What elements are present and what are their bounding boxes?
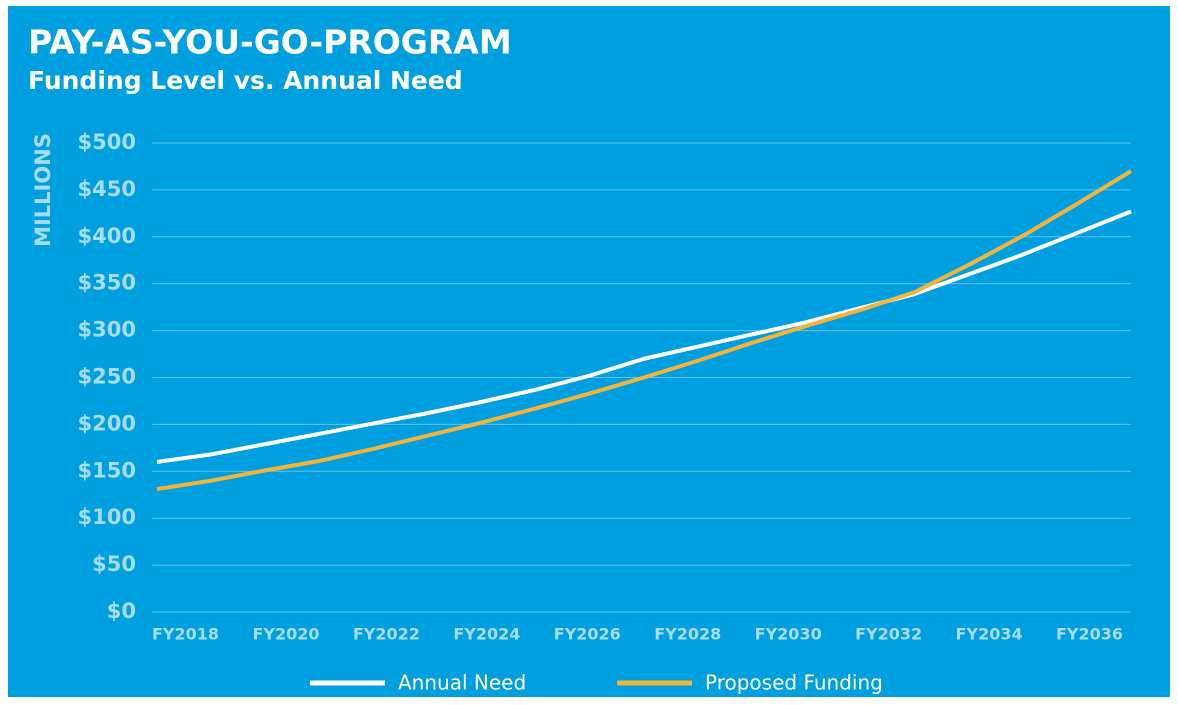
legend-label: Proposed Funding (705, 671, 883, 695)
x-tick-label: FY2030 (755, 625, 822, 644)
x-tick-label: FY2018 (152, 625, 219, 644)
series-line (156, 169, 1133, 492)
x-tick-label: FY2036 (1056, 625, 1123, 644)
y-tick-label: $100 (78, 505, 136, 529)
chart-subtitle: Funding Level vs. Annual Need (28, 66, 463, 95)
x-tick-label: FY2032 (855, 625, 922, 644)
x-tick-label: FY2028 (654, 625, 721, 644)
chart-title: PAY-AS-YOU-GO-PROGRAM (28, 23, 512, 62)
y-tick-label: $200 (78, 411, 136, 435)
y-tick-label: $450 (78, 177, 136, 201)
y-tick-label: $50 (92, 552, 136, 576)
legend-label: Annual Need (398, 671, 526, 695)
x-tick-label: FY2026 (554, 625, 621, 644)
y-tick-label: $150 (78, 458, 136, 482)
y-tick-label: $500 (78, 130, 136, 154)
x-tick-label: FY2024 (453, 625, 520, 644)
x-tick-label: FY2020 (252, 625, 319, 644)
series-line (156, 209, 1132, 464)
y-axis-label: MILLIONS (31, 133, 55, 247)
y-tick-label: $350 (78, 271, 136, 295)
y-tick-label: $0 (107, 599, 136, 623)
background (8, 6, 1170, 697)
y-tick-label: $400 (78, 224, 136, 248)
x-tick-label: FY2034 (956, 625, 1023, 644)
y-tick-label: $300 (78, 318, 136, 342)
x-tick-label: FY2022 (353, 625, 420, 644)
y-tick-label: $250 (78, 365, 136, 389)
